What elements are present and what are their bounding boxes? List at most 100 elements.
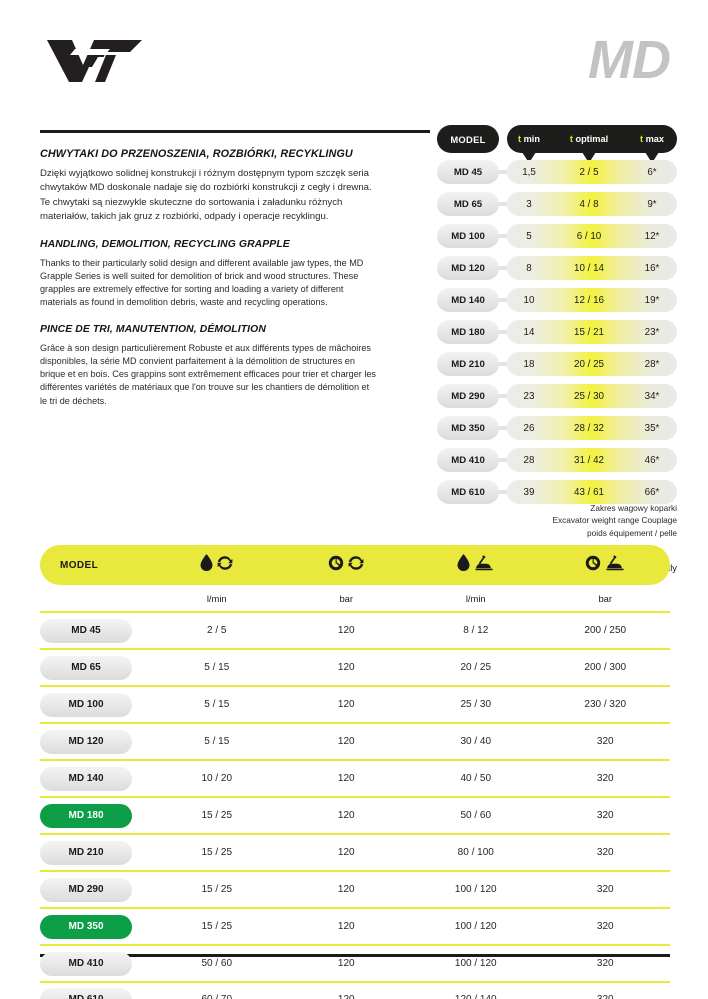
spec-value: 200 / 300 — [584, 662, 627, 673]
model-pill: MD 610 — [437, 480, 499, 504]
model-pill: MD 290 — [437, 384, 499, 408]
description-block-fr: PINCE DE TRI, MANUTENTION, DÉMOLITION Gr… — [40, 324, 378, 408]
table-row: MD 350 15 / 25 120 100 / 120 320 — [40, 907, 670, 944]
spec-value: 100 / 120 — [454, 958, 497, 969]
description-body: Grâce à son design particulièrement Robu… — [40, 342, 376, 406]
oil-drop-icon — [200, 554, 213, 576]
description-block-en: HANDLING, DEMOLITION, RECYCLING GRAPPLE … — [40, 239, 378, 310]
table-row: MD 65 5 / 15 120 20 / 25 200 / 300 — [40, 648, 670, 685]
model-pill: MD 350 — [40, 914, 132, 939]
table-row: MD 180 15 / 25 120 50 / 60 320 — [40, 796, 670, 833]
table-row: MD 45 2 / 5 120 8 / 12 200 / 250 — [40, 611, 670, 648]
row-connector — [499, 298, 507, 302]
description-heading: HANDLING, DEMOLITION, RECYCLING GRAPPLE — [40, 238, 290, 250]
spec-value: 320 — [596, 847, 614, 858]
table-row: MD 410 50 / 60 120 100 / 120 320 — [40, 944, 670, 981]
spec-value: 120 — [337, 736, 355, 747]
column-header-t-optimal: t optimal — [569, 134, 609, 144]
chevron-down-icon — [582, 152, 596, 163]
value-t-optimal: 6 / 10 — [576, 230, 602, 242]
value-t-max: 6* — [647, 166, 657, 178]
model-pill: MD 410 — [437, 448, 499, 472]
weight-table-column-headers: t min t optimal t max — [507, 125, 677, 153]
weight-values: 23 25 / 30 34* — [507, 384, 677, 408]
table-row: MD 140 10 / 20 120 40 / 50 320 — [40, 759, 670, 796]
row-connector — [499, 362, 507, 366]
spec-header-col-1 — [152, 554, 282, 576]
caption-line: Excavator weight range Couplage — [552, 515, 677, 526]
table-row: MD 120 5 / 15 120 30 / 40 320 — [40, 722, 670, 759]
value-t-optimal: 43 / 61 — [574, 486, 604, 498]
weight-values: 26 28 / 32 35* — [507, 416, 677, 440]
weight-values: 5 6 / 10 12* — [507, 224, 677, 248]
weight-values: 8 10 / 14 16* — [507, 256, 677, 280]
model-pill: MD 290 — [40, 877, 132, 902]
spec-value: 120 — [337, 773, 355, 784]
spec-value: 120 — [337, 699, 355, 710]
spec-value: 8 / 12 — [463, 625, 489, 636]
weight-table-row: MD 290 23 25 / 30 34* — [437, 382, 677, 410]
pressure-gauge-icon — [585, 555, 601, 576]
row-connector — [499, 202, 507, 206]
weight-table-row: MD 65 3 4 / 8 9* — [437, 190, 677, 218]
description-heading: PINCE DE TRI, MANUTENTION, DÉMOLITION — [40, 323, 266, 335]
spec-value: 30 / 40 — [460, 736, 492, 747]
spec-value: 5 / 15 — [204, 662, 230, 673]
spec-value: 40 / 50 — [460, 773, 492, 784]
spec-value: 320 — [541, 994, 671, 999]
weight-table-row: MD 100 5 6 / 10 12* — [437, 222, 677, 250]
value-t-max: 12* — [644, 230, 660, 242]
row-connector — [499, 170, 507, 174]
excavator-grapple-icon — [474, 554, 494, 576]
spec-value: 20 / 25 — [460, 662, 492, 673]
weight-values: 18 20 / 25 28* — [507, 352, 677, 376]
spec-value: 120 — [282, 994, 412, 999]
spec-value: 15 / 25 — [201, 921, 233, 932]
model-pill: MD 210 — [437, 352, 499, 376]
spec-value: 200 / 250 — [584, 625, 627, 636]
value-t-optimal: 2 / 5 — [579, 166, 599, 178]
spec-value: 320 — [596, 921, 614, 932]
value-t-optimal: 12 / 16 — [574, 294, 604, 306]
spec-value: 320 — [596, 773, 614, 784]
caption-line: poids équipement / pelle — [587, 527, 677, 538]
unit-label: bar — [339, 592, 354, 604]
value-t-optimal: 20 / 25 — [574, 358, 604, 370]
spec-value: 320 — [596, 884, 614, 895]
rotation-icon — [348, 555, 364, 576]
weight-table-row: MD 410 28 31 / 42 46* — [437, 446, 677, 474]
value-t-min: 18 — [523, 358, 535, 370]
model-pill: MD 100 — [437, 224, 499, 248]
spec-value: 80 / 100 — [457, 847, 494, 858]
spec-value: 15 / 25 — [201, 884, 233, 895]
value-t-max: 66* — [644, 486, 660, 498]
value-t-optimal: 28 / 32 — [574, 422, 604, 434]
spec-value: 120 — [337, 884, 355, 895]
row-connector — [499, 394, 507, 398]
description-body: Thanks to their particularly solid desig… — [40, 257, 364, 308]
model-pill: MD 180 — [40, 803, 132, 828]
spec-table-header: MODEL — [40, 545, 670, 585]
row-connector — [499, 426, 507, 430]
weight-table-model-header: MODEL — [437, 125, 499, 153]
row-connector — [499, 458, 507, 462]
footer-divider-bottom — [40, 954, 670, 957]
model-pill: MD 120 — [437, 256, 499, 280]
value-t-max: 19* — [644, 294, 660, 306]
spec-header-col-2 — [282, 555, 412, 576]
model-pill: MD 410 — [40, 951, 132, 976]
pressure-gauge-icon — [328, 555, 344, 576]
description-heading: CHWYTAKI DO PRZENOSZENIA, ROZBIÓRKI, REC… — [40, 148, 353, 160]
model-pill: MD 100 — [40, 692, 132, 717]
table-row: MD 610 60 / 70120120 / 140320 — [40, 981, 670, 999]
description-block-pl: CHWYTAKI DO PRZENOSZENIA, ROZBIÓRKI, REC… — [40, 148, 378, 225]
spec-table-units-row: l/min bar l/min bar — [40, 585, 670, 611]
weight-table-row: MD 140 10 12 / 16 19* — [437, 286, 677, 314]
row-connector — [499, 330, 507, 334]
model-pill: MD 210 — [40, 840, 132, 865]
spec-value: 120 — [337, 847, 355, 858]
value-t-max: 28* — [644, 358, 660, 370]
value-t-optimal: 15 / 21 — [574, 326, 604, 338]
value-t-max: 23* — [644, 326, 660, 338]
caption-line: Zakres wagowy koparki — [590, 503, 677, 513]
